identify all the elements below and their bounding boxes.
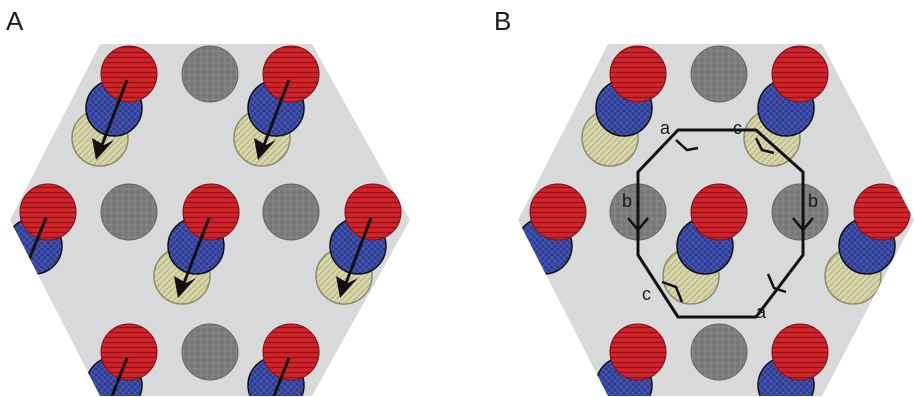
atom-stack: [85, 323, 158, 396]
red-atom: [100, 323, 158, 381]
gray-atom: [690, 45, 748, 103]
panel-b: a c b b c a: [518, 44, 914, 396]
displacement-arrow: [26, 217, 48, 263]
chevron-marker-icon: [766, 273, 787, 294]
atom-stack: [153, 183, 240, 305]
red-atom: [853, 183, 911, 241]
red-atom: [609, 45, 667, 103]
red-atom: [262, 323, 320, 381]
atom-stack: [757, 323, 829, 396]
red-atom: [690, 183, 748, 241]
chevron-marker-icon: [792, 217, 814, 232]
displacement-arrow: [182, 217, 211, 284]
displacement-arrow: [344, 217, 373, 284]
chevron-marker-icon: [661, 280, 684, 303]
edge-label: a: [660, 118, 671, 138]
atom-stack: [662, 183, 748, 305]
red-atom: [771, 323, 829, 381]
red-atom: [771, 45, 829, 103]
red-atom: [100, 45, 158, 103]
red-atom: [262, 45, 320, 103]
atom-stack: [247, 323, 320, 396]
gray-atom: [181, 323, 239, 381]
atom-stack: [71, 45, 158, 167]
atom-stack: [315, 183, 402, 305]
atom-stack: [233, 45, 320, 167]
atom-stack: [824, 183, 911, 305]
panel-label-b: B: [494, 6, 511, 36]
displacement-arrow: [262, 79, 291, 146]
chevron-marker-icon: [627, 217, 649, 232]
red-atom: [182, 183, 240, 241]
edge-label: c: [733, 118, 742, 138]
displacement-arrow: [100, 79, 129, 146]
edge-label: a: [756, 302, 767, 322]
arrowhead-icon: [92, 138, 114, 160]
red-atom: [609, 323, 667, 381]
edge-label: b: [622, 191, 632, 211]
red-atom: [344, 183, 402, 241]
red-atom: [529, 183, 587, 241]
gray-atom: [181, 45, 239, 103]
gray-atom: [690, 323, 748, 381]
chevron-marker-icon: [675, 139, 699, 152]
edge-label: b: [808, 191, 818, 211]
edge-label: c: [642, 284, 651, 304]
gray-atom: [771, 183, 829, 241]
unit-cell-hexagon: [636, 128, 805, 319]
chevron-marker-icon: [754, 137, 775, 155]
panel-a: [10, 44, 410, 396]
red-atom: [19, 183, 77, 241]
displacement-arrow: [272, 357, 291, 396]
gray-atom: [100, 183, 158, 241]
atom-stack: [595, 323, 667, 396]
panel-label-a: A: [6, 6, 24, 36]
displacement-arrow: [110, 357, 129, 396]
arrowhead-icon: [254, 138, 276, 160]
gray-atom: [262, 183, 320, 241]
atom-stack: [743, 45, 829, 167]
arrowhead-icon: [174, 276, 196, 298]
arrowhead-icon: [336, 276, 358, 298]
atom-stack: [581, 45, 667, 167]
